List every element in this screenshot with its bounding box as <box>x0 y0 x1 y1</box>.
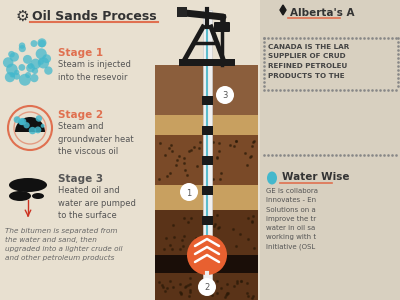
Circle shape <box>24 122 30 128</box>
Text: CANADA IS THE LAR
SUPPLIER OF CRUD
REFINED PETROLEU
PRODUCTS TO THE: CANADA IS THE LAR SUPPLIER OF CRUD REFIN… <box>268 44 349 79</box>
Circle shape <box>38 40 46 47</box>
Circle shape <box>11 73 15 77</box>
Text: Oil Sands Process: Oil Sands Process <box>32 10 157 22</box>
Circle shape <box>30 40 37 47</box>
Circle shape <box>14 116 20 123</box>
Text: ⚙: ⚙ <box>15 8 29 23</box>
Circle shape <box>19 42 25 49</box>
FancyBboxPatch shape <box>202 126 213 135</box>
Circle shape <box>18 118 25 125</box>
Circle shape <box>6 64 18 75</box>
Circle shape <box>44 66 52 75</box>
Circle shape <box>42 54 51 63</box>
Text: Heated oil and
water are pumped
to the surface: Heated oil and water are pumped to the s… <box>58 186 136 220</box>
FancyBboxPatch shape <box>155 255 258 273</box>
Text: 3: 3 <box>222 92 228 100</box>
FancyBboxPatch shape <box>155 210 258 255</box>
FancyBboxPatch shape <box>260 0 400 300</box>
Ellipse shape <box>9 178 47 192</box>
Text: Alberta's A: Alberta's A <box>290 8 354 18</box>
FancyBboxPatch shape <box>202 96 213 105</box>
Ellipse shape <box>9 191 31 201</box>
Circle shape <box>41 124 44 128</box>
FancyBboxPatch shape <box>0 0 260 300</box>
Circle shape <box>36 115 42 122</box>
Text: Stage 3: Stage 3 <box>58 174 103 184</box>
Text: 2: 2 <box>204 284 210 292</box>
Text: Stage 2: Stage 2 <box>58 110 103 120</box>
Circle shape <box>8 51 15 58</box>
Circle shape <box>10 72 15 77</box>
Circle shape <box>38 57 49 68</box>
FancyBboxPatch shape <box>155 185 258 210</box>
Circle shape <box>26 64 35 72</box>
Text: Steam is injected
into the resevoir: Steam is injected into the resevoir <box>58 60 131 82</box>
Circle shape <box>30 74 38 82</box>
Circle shape <box>25 72 31 78</box>
Circle shape <box>3 57 14 68</box>
Text: Water Wise: Water Wise <box>282 172 350 182</box>
FancyBboxPatch shape <box>155 65 258 115</box>
Circle shape <box>28 63 34 69</box>
Circle shape <box>30 58 41 69</box>
Circle shape <box>18 64 25 71</box>
Circle shape <box>14 70 19 75</box>
FancyBboxPatch shape <box>179 59 235 66</box>
Text: Steam and
groundwater heat
the viscous oil: Steam and groundwater heat the viscous o… <box>58 122 134 156</box>
FancyBboxPatch shape <box>202 216 213 225</box>
Text: 1: 1 <box>186 188 192 197</box>
Circle shape <box>19 118 26 125</box>
Circle shape <box>10 52 19 62</box>
FancyBboxPatch shape <box>155 135 258 185</box>
Circle shape <box>13 73 20 80</box>
Circle shape <box>19 45 26 52</box>
FancyBboxPatch shape <box>177 7 187 17</box>
FancyBboxPatch shape <box>202 186 213 195</box>
FancyBboxPatch shape <box>155 273 258 300</box>
Text: Stage 1: Stage 1 <box>58 48 103 58</box>
Circle shape <box>38 59 44 65</box>
Circle shape <box>23 55 32 64</box>
Circle shape <box>38 38 46 47</box>
Text: GE is collabora
Innovates - En
Solutions on a
improve the tr
water in oil sa
wor: GE is collabora Innovates - En Solutions… <box>266 188 318 250</box>
Circle shape <box>36 48 47 59</box>
Ellipse shape <box>32 193 44 199</box>
Circle shape <box>5 72 15 82</box>
Circle shape <box>187 235 227 275</box>
Circle shape <box>19 74 31 86</box>
FancyBboxPatch shape <box>214 22 230 32</box>
Wedge shape <box>15 117 45 132</box>
FancyBboxPatch shape <box>202 246 213 255</box>
FancyBboxPatch shape <box>203 10 212 290</box>
Ellipse shape <box>267 172 277 184</box>
FancyBboxPatch shape <box>155 115 258 135</box>
FancyBboxPatch shape <box>202 156 213 165</box>
Circle shape <box>216 86 234 104</box>
Circle shape <box>29 127 36 134</box>
Circle shape <box>180 183 198 201</box>
Polygon shape <box>280 5 286 15</box>
Circle shape <box>198 278 216 296</box>
Circle shape <box>34 127 41 133</box>
Circle shape <box>32 68 38 74</box>
Text: The bitumen is separated from
the water and sand, then
upgraded into a lighter c: The bitumen is separated from the water … <box>5 228 122 261</box>
